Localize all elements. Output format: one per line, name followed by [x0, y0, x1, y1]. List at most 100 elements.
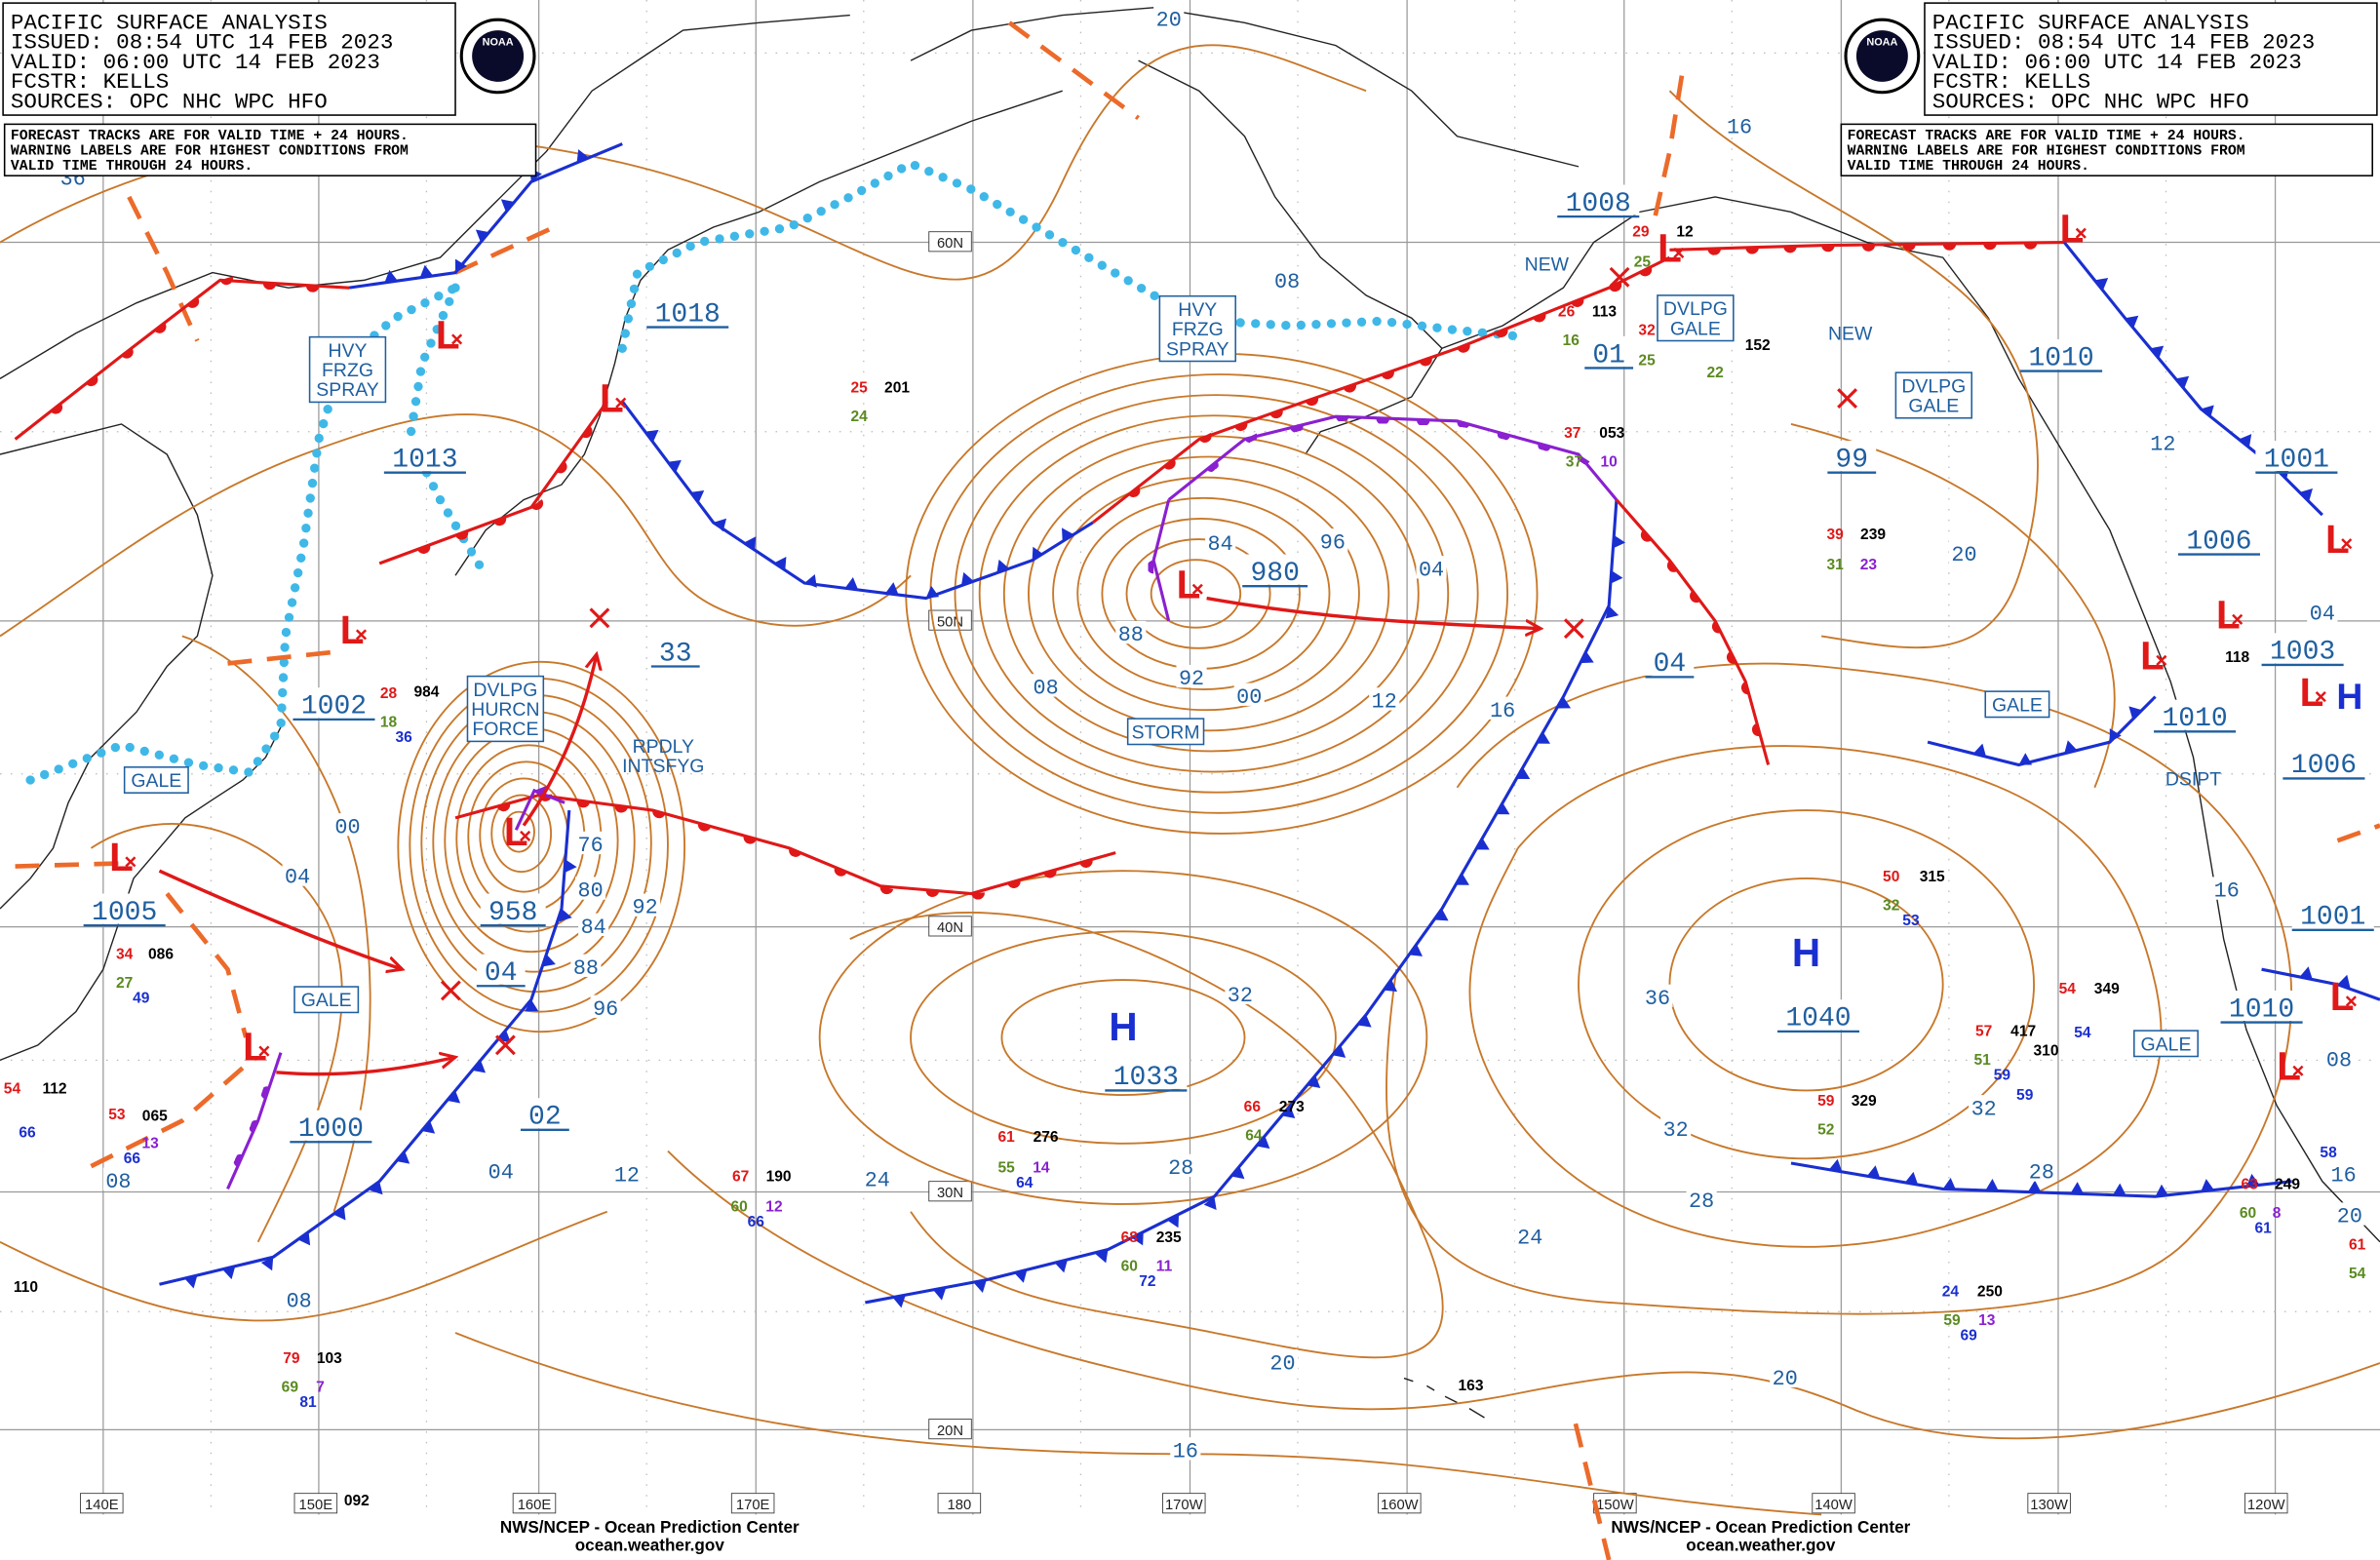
header-box	[1924, 2, 2378, 116]
isobar-label: 08	[105, 1170, 131, 1194]
note-line: FORECAST TRACKS ARE FOR VALID TIME + 24 …	[11, 129, 409, 144]
station-value: 250	[1977, 1284, 2003, 1301]
center-pressure-box	[1584, 335, 1634, 367]
center-pressure-box	[2261, 633, 2344, 664]
low-symbol: L	[2060, 207, 2085, 252]
isobar-label: 80	[578, 879, 604, 904]
center-pressure-box	[1557, 184, 1640, 215]
center-pressure: 1002	[301, 692, 367, 722]
noaa-logo-inner	[1855, 30, 1908, 82]
footer-line: ocean.weather.gov	[575, 1537, 725, 1555]
center-pressure-box	[2255, 441, 2338, 472]
annotation: NEW	[1525, 254, 1570, 275]
noaa-logo-text: NOAA	[1866, 37, 1897, 49]
station-value: 110	[14, 1279, 38, 1296]
note-line: VALID TIME THROUGH 24 HOURS.	[11, 159, 253, 175]
longitude-label-box	[1162, 1493, 1206, 1514]
header-line: FCSTR: KELLS	[1932, 69, 2090, 95]
isobar-label: 08	[1034, 676, 1059, 700]
isobar-label: 32	[1663, 1118, 1689, 1143]
station-value: 64	[1016, 1175, 1034, 1191]
center-pressure: 1018	[655, 299, 721, 330]
isobar-label: 16	[1490, 699, 1515, 723]
isobar-label: 28	[1168, 1156, 1193, 1181]
annotation: DSIPT	[2165, 768, 2221, 790]
station-value: 72	[1139, 1273, 1156, 1290]
station-value: 34	[116, 946, 134, 962]
station-value: 59	[1994, 1068, 2011, 1084]
center-pressure-box	[1776, 999, 1860, 1031]
low-center	[2345, 995, 2357, 1007]
longitude-label-box	[293, 1493, 338, 1514]
center-pressure-box	[1242, 554, 1308, 585]
isobar-label: 96	[593, 997, 618, 1022]
isobar-label: 96	[1320, 530, 1346, 555]
occl-front	[514, 791, 566, 831]
isobar-label-bg	[1317, 528, 1348, 552]
isobar-label-bg	[1031, 674, 1062, 697]
station-value: 39	[1826, 526, 1844, 543]
isobar-label-bg	[284, 1287, 315, 1310]
isobar-label: 84	[581, 916, 606, 940]
longitude-label: 160E	[518, 1498, 552, 1513]
latitude-label-box	[928, 231, 972, 253]
station-value: 53	[1902, 913, 1920, 929]
forecast-x	[589, 607, 610, 629]
station-value: 32	[1638, 322, 1656, 338]
isobar-label-bg	[1369, 687, 1400, 711]
warning-label: GALE	[1908, 396, 1959, 417]
low-center	[355, 629, 368, 641]
occl-front	[226, 1052, 283, 1190]
center-pressure: 1005	[92, 898, 157, 928]
forecast-tracks	[158, 596, 1541, 1076]
station-value: 61	[2349, 1237, 2366, 1254]
warning-label-box	[466, 675, 545, 743]
center-pressure-box	[83, 893, 166, 924]
station-value: 065	[142, 1109, 168, 1125]
note-box	[1840, 123, 2373, 176]
center-pressure-box	[2291, 898, 2374, 929]
station-value: 27	[116, 975, 133, 992]
station-value: 50	[1883, 869, 1900, 885]
center-pressure: 1001	[2264, 445, 2329, 475]
station-value: 51	[1973, 1052, 1991, 1069]
station-value: 22	[1706, 365, 1724, 381]
forecast-positions	[440, 266, 1858, 1056]
isobar-label-bg	[1267, 1349, 1299, 1373]
station-value: 59	[1817, 1093, 1835, 1110]
center-pressure: 04	[485, 958, 518, 989]
isobar-label-bg	[282, 863, 313, 886]
warning-label-box	[2133, 1030, 2199, 1058]
isobar-label-bg	[2323, 1046, 2355, 1070]
isobar-label: 16	[2331, 1164, 2357, 1189]
isobar-label: 32	[1228, 984, 1253, 1008]
isobar-label-bg	[1660, 1115, 1692, 1140]
station-value: 201	[884, 379, 910, 396]
isobar-label: 16	[1727, 116, 1752, 140]
warning-label: GALE	[1992, 694, 2043, 716]
isobar-label-bg	[1514, 1224, 1545, 1247]
center-pressure: 980	[1250, 559, 1299, 589]
warning-label: GALE	[131, 770, 181, 792]
isobar-label-bg	[1233, 682, 1265, 706]
station-value: 54	[2074, 1025, 2091, 1041]
low-center	[2341, 538, 2353, 550]
warning-label: DVLPG	[1901, 375, 1966, 397]
isobar-label: 08	[1274, 270, 1300, 294]
isobar-label: 92	[633, 896, 658, 920]
isobar-label-bg	[1165, 1153, 1196, 1177]
station-value: 60	[730, 1199, 748, 1216]
station-value: 25	[1638, 352, 1656, 369]
station-value: 29	[1632, 223, 1650, 240]
isobar-label: 20	[1773, 1367, 1798, 1391]
trough	[90, 1066, 245, 1169]
track	[276, 1057, 455, 1076]
isobar-label: 88	[1118, 623, 1144, 647]
trough	[227, 648, 342, 666]
center-pressure: 99	[1835, 445, 1868, 475]
station-value: 103	[317, 1350, 342, 1367]
low-symbol: L	[1177, 563, 1201, 607]
trough	[1573, 1423, 1612, 1560]
station-value: 31	[1826, 557, 1844, 573]
